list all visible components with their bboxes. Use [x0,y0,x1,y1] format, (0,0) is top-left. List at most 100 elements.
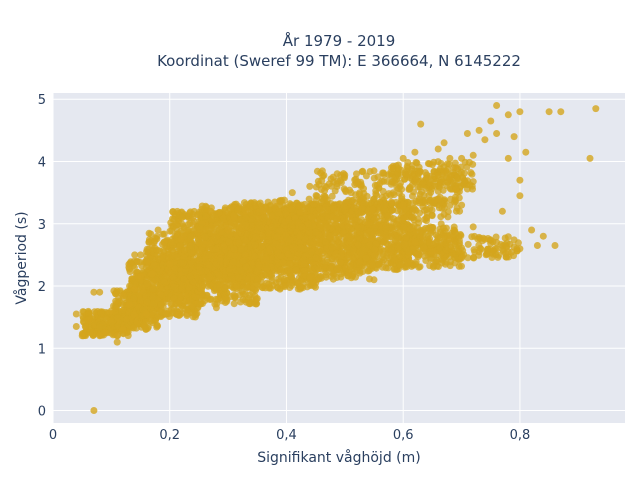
data-point [442,224,450,232]
data-point [415,163,423,171]
data-point [382,192,390,200]
data-point [329,275,337,283]
data-point [216,220,224,228]
data-point [403,163,411,170]
data-point [328,244,336,252]
data-point [342,188,350,196]
data-point [307,213,315,221]
data-point [162,310,170,317]
data-point [369,205,376,213]
data-point [205,261,213,269]
data-point [390,255,398,263]
data-point [428,224,436,232]
data-point [470,254,478,262]
data-point [392,236,400,244]
data-point [349,271,357,279]
data-point [510,236,518,244]
data-point [286,236,294,244]
data-point [157,301,165,309]
data-point [143,245,151,253]
data-point [390,191,398,199]
data-point [191,293,199,301]
data-point [304,204,312,212]
data-point [143,280,151,288]
data-point [308,248,316,256]
data-point [160,230,168,238]
data-point [316,205,324,213]
data-point [349,247,357,255]
data-point [434,172,442,180]
data-point [120,306,128,314]
data-point [168,300,176,307]
data-point [255,261,263,269]
data-point [442,258,450,266]
data-point [420,226,428,234]
data-point [143,298,151,306]
data-point [253,280,261,288]
data-point [230,300,238,308]
data-point [251,252,258,260]
data-point [195,239,203,247]
data-point [177,227,185,235]
data-point [323,223,331,231]
data-point [197,285,205,293]
data-point [415,263,423,271]
data-point [230,291,238,299]
data-point [212,245,220,253]
data-point [464,240,472,248]
data-point [114,314,121,322]
data-point [282,231,290,239]
data-point [414,215,422,223]
data-point [242,263,250,271]
data-point [336,258,344,266]
data-point [438,204,446,212]
data-point [279,259,287,267]
data-point [395,243,403,250]
data-point [347,189,355,197]
data-point [168,238,176,246]
data-point [408,214,416,222]
data-point [304,220,312,228]
data-point [347,263,355,271]
data-point [311,265,319,272]
data-point [322,203,330,211]
data-point [371,246,379,254]
data-point [335,233,343,241]
data-point [153,233,161,240]
data-point [442,240,450,248]
data-point [130,311,138,319]
data-point [384,212,392,220]
data-point [398,185,406,193]
data-point [217,257,224,265]
data-point [183,226,191,234]
data-point [215,271,223,279]
data-point [269,281,277,289]
data-point [274,209,282,217]
data-point [313,167,321,175]
data-point [378,212,386,220]
data-point [420,244,428,251]
data-point [428,212,436,220]
data-point [242,221,250,229]
data-point [357,250,365,258]
data-point [263,265,271,272]
data-point [143,258,151,266]
data-point [230,245,238,253]
data-point [86,329,94,336]
data-point [119,301,127,309]
data-point [322,238,330,246]
data-point [306,239,314,246]
data-point [130,324,137,332]
data-point [208,216,215,224]
data-point [225,238,233,246]
data-point [177,259,185,267]
data-point [244,283,251,291]
data-point [296,233,304,240]
data-point [317,273,325,280]
data-point [370,230,378,238]
data-point [282,209,290,217]
data-point [188,303,196,310]
data-point [170,309,178,317]
data-point [295,219,303,227]
data-point [359,268,367,275]
